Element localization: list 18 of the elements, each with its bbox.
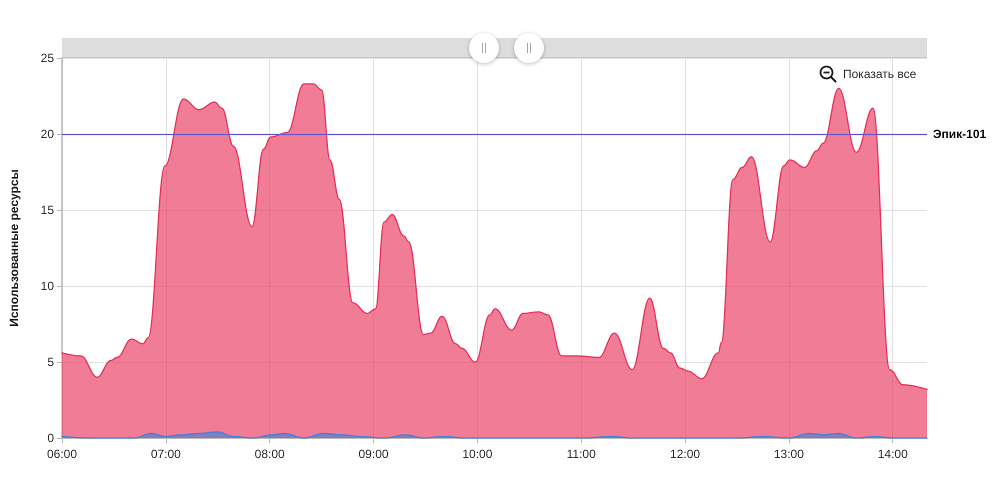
y-tick-label: 5 bbox=[47, 355, 54, 369]
x-tick-label: 10:00 bbox=[462, 447, 493, 461]
x-tick-label: 09:00 bbox=[358, 447, 389, 461]
x-tick-label: 08:00 bbox=[254, 447, 286, 461]
x-tick-label: 12:00 bbox=[670, 447, 700, 461]
y-tick-label: 10 bbox=[40, 279, 54, 293]
x-tick-label: 07:00 bbox=[150, 447, 182, 461]
y-tick-label: 20 bbox=[40, 127, 54, 141]
x-tick-label: 13:00 bbox=[774, 447, 804, 461]
y-tick-label: 0 bbox=[47, 431, 54, 445]
annotation: Показать все bbox=[843, 67, 916, 81]
x-tick-label: 06:00 bbox=[46, 447, 78, 461]
y-axis-title: Использованные ресурсы bbox=[7, 169, 21, 327]
y-tick-label: 15 bbox=[40, 203, 54, 217]
ref-line-label: Эпик-101 bbox=[933, 127, 987, 141]
x-tick-label: 14:00 bbox=[878, 447, 908, 461]
x-tick-label: 11:00 bbox=[566, 447, 596, 461]
y-tick-label: 25 bbox=[40, 51, 54, 65]
